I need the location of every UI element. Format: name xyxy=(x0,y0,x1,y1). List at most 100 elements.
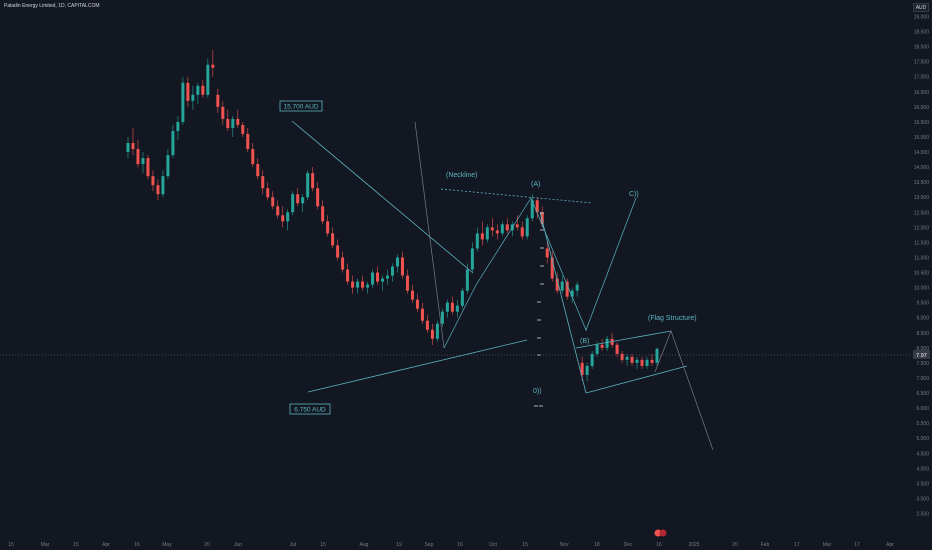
price-tick-label: 8.500 xyxy=(916,331,929,337)
price-tick-label: 11.000 xyxy=(914,255,929,261)
time-tick-label: Jul xyxy=(290,542,296,548)
price-tick-label: 6.000 xyxy=(916,406,929,412)
time-tick-label: Dec xyxy=(624,542,633,548)
candle xyxy=(161,170,165,198)
candle xyxy=(605,335,609,351)
candle xyxy=(206,58,210,98)
label-flag: (Flag Structure) xyxy=(648,315,697,322)
label-high-box[interactable] xyxy=(279,100,323,112)
price-axis[interactable]: 19.000 18.500 18.000 17.500 17.000 16.500 16.0… xyxy=(914,15,930,518)
time-tick-label: Mar xyxy=(41,542,50,548)
candle xyxy=(535,197,539,219)
time-tick-label: 16 xyxy=(457,542,463,548)
symbol-title: Paladin Energy Limited, 1D, CAPITALCOM xyxy=(4,3,100,9)
price-tick-label: 2.500 xyxy=(916,512,929,518)
candle xyxy=(226,109,230,131)
price-tick-label: 19.000 xyxy=(914,15,930,21)
candle xyxy=(281,206,285,228)
support-trendline[interactable] xyxy=(307,339,528,393)
candle xyxy=(425,314,429,333)
candle xyxy=(391,263,394,282)
time-tick-label: Mar xyxy=(823,542,832,548)
candle xyxy=(286,209,290,231)
label-neckline: (Neckline) xyxy=(446,172,478,179)
candle xyxy=(500,221,504,237)
price-tick-label: 10.000 xyxy=(914,286,930,292)
label-low-box[interactable] xyxy=(289,403,331,415)
time-tick-label: 17 xyxy=(794,542,800,548)
drawings: 15.700 AUD 6.750 AUD (Neckline) (A) (B) … xyxy=(0,100,910,451)
price-tick-label: 7.000 xyxy=(916,376,929,382)
candle xyxy=(585,362,589,381)
price-tick-label: 15.000 xyxy=(914,135,930,141)
candle xyxy=(575,281,579,297)
impulse-line xyxy=(539,211,587,394)
time-tick-label: Feb xyxy=(761,542,770,548)
candle xyxy=(176,115,180,140)
candle xyxy=(475,227,479,252)
candle xyxy=(236,109,240,128)
earnings-event-icon[interactable] xyxy=(654,529,662,537)
price-tick-label: 16.500 xyxy=(914,90,930,96)
candle xyxy=(201,79,205,98)
candle xyxy=(231,115,235,137)
candle xyxy=(440,308,444,327)
price-tick-label: 14.500 xyxy=(914,150,930,156)
candle xyxy=(156,179,160,201)
price-tick-label: 3.500 xyxy=(916,481,929,487)
candle xyxy=(341,251,345,273)
candle xyxy=(650,353,654,366)
time-tick-label: Jun xyxy=(234,542,242,548)
candle xyxy=(480,221,484,246)
time-axis[interactable]: 15 Mar 15 Apr 16 May 20 Jun Jul 15 Aug 19 Sep 16 Oct 15… xyxy=(8,542,894,548)
candle xyxy=(645,356,649,369)
candle xyxy=(371,269,375,288)
resistance-trendline[interactable] xyxy=(291,120,474,274)
candle xyxy=(351,275,355,294)
candle xyxy=(241,121,245,137)
candle xyxy=(570,287,574,303)
flag-upper-line[interactable] xyxy=(575,330,672,349)
candle xyxy=(420,302,424,324)
candle xyxy=(620,350,624,363)
candle xyxy=(565,278,569,300)
price-tick-label: 5.000 xyxy=(916,436,929,442)
candle xyxy=(460,287,464,309)
candle xyxy=(221,100,225,125)
candle xyxy=(181,76,185,125)
candle xyxy=(625,353,629,366)
candle xyxy=(141,152,145,174)
flag-lower-line[interactable] xyxy=(585,365,688,394)
candle xyxy=(136,139,140,168)
price-tick-label: 5.500 xyxy=(916,421,929,427)
candle xyxy=(256,158,260,180)
projection-line xyxy=(654,329,714,451)
candle xyxy=(400,251,404,279)
price-tick-label: 4.000 xyxy=(916,466,929,472)
wave-line xyxy=(414,121,445,349)
candle xyxy=(600,338,604,351)
candle xyxy=(216,88,220,113)
candle xyxy=(530,194,534,222)
candle xyxy=(191,85,195,110)
time-tick-label: 16 xyxy=(134,542,140,548)
last-price-tag xyxy=(913,350,930,359)
candle xyxy=(525,215,529,240)
candle xyxy=(316,182,320,210)
time-tick-label: Apr xyxy=(886,542,894,548)
candles xyxy=(126,49,659,381)
price-tick-label: 9.500 xyxy=(916,301,929,307)
currency-button[interactable]: AUD xyxy=(913,3,929,12)
candle xyxy=(301,194,305,213)
candle xyxy=(495,224,499,240)
price-tick-label: 18.500 xyxy=(914,30,930,36)
candle xyxy=(410,284,414,303)
dividend-event-icon[interactable] xyxy=(659,529,667,537)
candle xyxy=(131,127,135,156)
candle xyxy=(395,254,399,273)
neckline[interactable] xyxy=(440,188,593,204)
label-wave-b: (B) xyxy=(580,338,589,345)
price-tick-label: 8.000 xyxy=(916,346,929,352)
candle xyxy=(470,242,474,273)
